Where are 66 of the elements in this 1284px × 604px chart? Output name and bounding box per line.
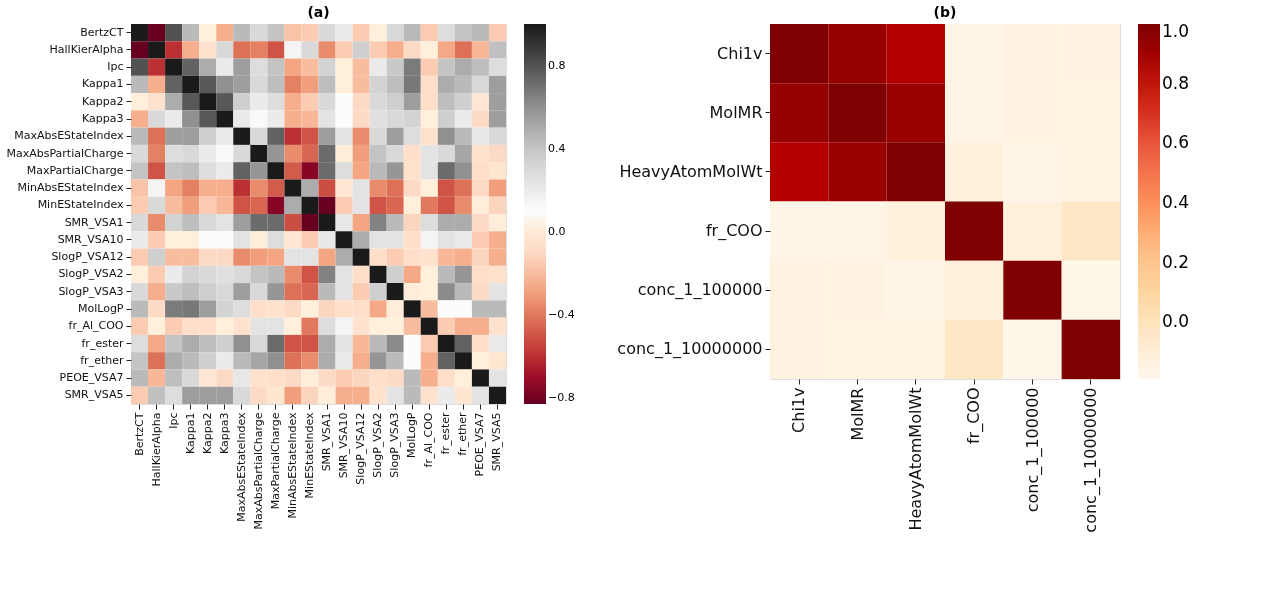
x-tick-label: SlogP_VSA2 [371,412,385,478]
y-tick-label: HeavyAtomMolWt [619,161,763,181]
y-tick-label: PEOE_VSA7 [59,371,124,385]
color-bar-label: 0.8 [548,58,566,72]
y-tick-label: MaxPartialCharge [26,163,124,177]
y-tick-label: HallKierAlpha [49,42,124,56]
x-tick-label: SlogP_VSA12 [354,412,368,485]
y-tick-label: MaxAbsEStateIndex [14,129,124,143]
x-tick-label: fr_ester [439,412,453,455]
y-tick-label: fr_ester [81,336,124,350]
y-tick-label: fr_COO [705,221,763,242]
color-bar-label: 0.6 [1162,132,1190,153]
y-tick-label: Kappa3 [82,112,124,125]
y-tick-label: SMR_VSA1 [64,215,124,229]
x-tick-label: MaxAbsEStateIndex [234,412,248,522]
y-tick-label: MinAbsEStateIndex [17,181,124,195]
color-bar-label: 0.0 [548,224,566,238]
chart-title: (b) [933,4,957,20]
x-tick-label: Kappa1 [183,412,197,454]
x-tick-label: MinEStateIndex [302,412,316,499]
x-tick-label: SMR_VSA1 [320,412,334,472]
y-tick-label: Kappa2 [82,94,124,108]
y-tick-label: SlogP_VSA3 [58,284,124,298]
x-tick-label: SMR_VSA5 [490,412,504,472]
color-bar-label: 1.0 [1162,21,1190,41]
x-tick-label: Kappa3 [217,412,231,454]
y-tick-label: SMR_VSA10 [57,232,124,246]
x-tick-label: MolMR [847,387,867,441]
y-tick-label: fr_Al_COO [68,319,124,333]
y-tick-label: MolLogP [77,302,124,315]
x-tick-label: Chi1v [789,387,809,433]
x-tick-label: MaxAbsPartialCharge [251,412,265,530]
y-tick-label: SlogP_VSA2 [58,267,124,281]
y-tick-label: SlogP_VSA12 [51,250,124,264]
y-tick-label: Chi1v [717,43,763,63]
color-bar-label: 0.0 [1162,311,1190,332]
x-tick-label: conc_1_10000000 [1080,387,1101,533]
x-tick-label: MinAbsEStateIndex [285,412,299,519]
x-tick-label: Ipc [166,412,180,429]
x-tick-label: MolLogP [405,412,419,459]
y-tick-label: conc_1_10000000 [617,339,763,360]
color-bar-label: −0.8 [548,390,575,404]
x-tick-label: SMR_VSA10 [337,412,351,479]
x-tick-label: PEOE_VSA7 [473,412,487,477]
x-tick-label: HeavyAtomMolWt [905,387,925,531]
y-tick-label: Ipc [107,60,124,74]
color-bar-label: 0.2 [1162,251,1190,272]
color-bar-label: 0.4 [548,141,566,155]
x-tick-label: fr_Al_COO [422,412,436,468]
chart-title: (a) [307,4,330,20]
x-tick-label: conc_1_100000 [1022,387,1043,513]
y-tick-label: MolMR [709,102,763,122]
y-tick-label: BertzCT [80,25,124,39]
x-tick-label: MaxPartialCharge [268,412,282,510]
color-bar-label: 0.4 [1162,191,1190,212]
y-tick-label: MaxAbsPartialCharge [6,146,124,160]
x-tick-label: Kappa2 [200,412,214,454]
y-tick-label: conc_1_100000 [637,280,763,301]
x-tick-label: SlogP_VSA3 [388,412,402,478]
color-bar-label: −0.4 [548,307,575,321]
y-tick-label: fr_ether [80,353,124,367]
color-bar-label: 0.8 [1162,72,1190,93]
y-tick-label: MinEStateIndex [37,198,124,212]
x-tick-label: fr_COO [964,387,985,445]
y-tick-label: Kappa1 [82,77,124,91]
x-tick-label: fr_ether [456,412,470,456]
